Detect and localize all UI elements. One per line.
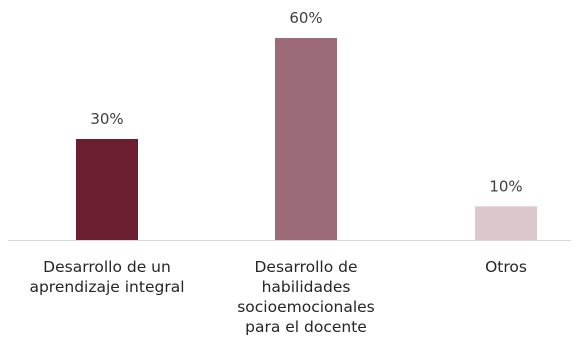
category-label-line: Desarrollo de [254,258,357,276]
bar-2 [275,38,337,240]
value-label-2: 60% [289,9,322,27]
category-label-2: Desarrollo de habilidades socioemocionales… [237,258,375,336]
category-label-line: socioemocionales [237,298,375,316]
value-label-3: 10% [489,177,522,195]
category-label-line: para el docente [245,318,367,336]
category-label-line: habilidades [262,278,351,296]
category-label-line: Desarrollo de un [43,258,171,276]
value-label-1: 30% [90,110,123,128]
category-label-3: Otros [485,258,527,276]
category-label-line: aprendizaje integral [29,278,184,296]
bar-3 [475,206,537,240]
category-label-line: Otros [485,258,527,276]
category-label-1: Desarrollo de un aprendizaje integral [29,258,184,296]
bar-1 [76,139,138,240]
